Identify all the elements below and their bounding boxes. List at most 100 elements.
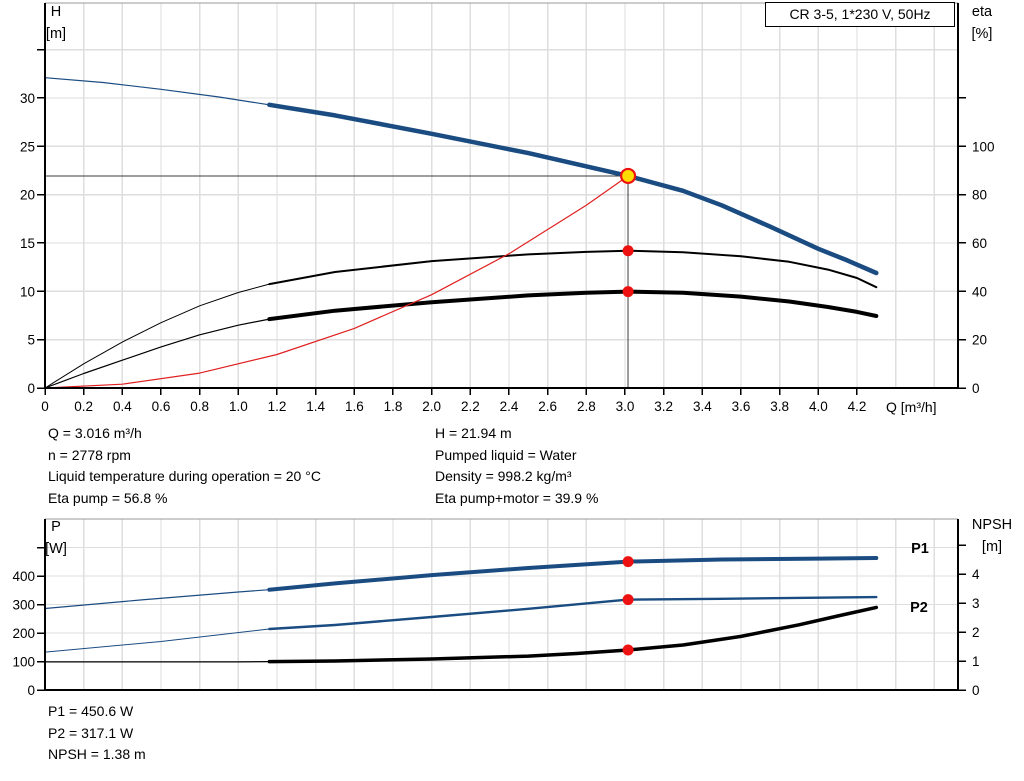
svg-text:3.6: 3.6 [732, 399, 751, 414]
svg-text:100: 100 [12, 655, 35, 670]
svg-text:1.4: 1.4 [306, 399, 325, 414]
info-line-npsh: NPSH = 1.38 m [48, 746, 146, 763]
bottom-chart-tick-labels: 0 100 200 300 400 0 1 2 3 4 [12, 567, 980, 698]
bottom-chart-curve-labels: P1 P2 [910, 541, 929, 616]
info-line-speed: n = 2778 rpm [48, 446, 131, 463]
svg-text:5: 5 [27, 333, 35, 348]
svg-text:0: 0 [41, 399, 49, 414]
npsh-axis-label-symbol: NPSH [971, 517, 1013, 533]
top-chart-markers [619, 167, 637, 298]
svg-text:80: 80 [972, 188, 987, 203]
svg-text:0: 0 [972, 683, 980, 698]
qh-curve [44, 77, 270, 106]
svg-text:15: 15 [20, 236, 35, 251]
p2-curve [44, 628, 270, 653]
svg-text:3.0: 3.0 [616, 399, 635, 414]
svg-text:4: 4 [972, 567, 980, 582]
svg-text:400: 400 [12, 569, 35, 584]
operating-info-top-right: H = 21.94 m Pumped liquid = Water Densit… [435, 423, 598, 510]
pump-model-label: CR 3-5, 1*230 V, 50Hz [765, 2, 955, 27]
svg-text:10: 10 [20, 284, 35, 299]
bottom-chart-axes [37, 518, 966, 691]
eta-pump-curve [44, 283, 270, 389]
svg-text:2.8: 2.8 [577, 399, 596, 414]
svg-text:60: 60 [972, 236, 987, 251]
p-axis-label: P [W] [34, 517, 78, 560]
svg-text:0: 0 [972, 381, 980, 396]
info-line-p1: P1 = 450.6 W [48, 703, 134, 719]
marker-dot [622, 644, 634, 656]
svg-text:40: 40 [972, 284, 987, 299]
svg-text:4.2: 4.2 [848, 399, 867, 414]
svg-text:3: 3 [972, 596, 980, 611]
top-chart: 0 5 10 15 20 25 30 0 20 40 60 80 100 0 0.2 0.4 0.6 0.8 1.0… [20, 2, 995, 414]
p1-curve [44, 589, 270, 610]
svg-text:30: 30 [20, 91, 35, 106]
info-line-head: H = 21.94 m [435, 425, 512, 441]
info-line-p2: P2 = 317.1 W [48, 724, 134, 741]
svg-text:3.8: 3.8 [770, 399, 789, 414]
top-chart-axes [37, 2, 966, 395]
info-line-eta-pump: Eta pump = 56.8 % [48, 490, 168, 507]
p-axis-label-symbol: P [51, 519, 61, 535]
svg-text:2: 2 [972, 625, 980, 640]
bottom-chart: P1 P2 0 100 200 300 400 0 1 2 3 4 [12, 518, 980, 698]
qh-curve [267, 102, 879, 276]
bottom-chart-curves [44, 556, 879, 664]
svg-text:200: 200 [12, 626, 35, 641]
h-axis-label: H [m] [34, 2, 78, 45]
svg-text:20: 20 [20, 188, 35, 203]
system-curve [44, 175, 629, 389]
npsh-axis-label: NPSH [m] [960, 515, 1024, 558]
npsh-curve [267, 605, 879, 664]
svg-text:4.0: 4.0 [809, 399, 828, 414]
top-chart-grid [45, 3, 958, 388]
svg-text:1.8: 1.8 [384, 399, 403, 414]
top-chart-curves [44, 77, 879, 389]
info-line-density: Density = 998.2 kg/m³ [435, 468, 572, 485]
eta-axis-label-symbol: eta [971, 4, 993, 20]
eta-axis-label-unit: [%] [971, 25, 993, 42]
svg-text:20: 20 [972, 333, 987, 348]
p2-curve [268, 595, 878, 631]
p1-curve [267, 556, 879, 592]
info-line-eta-pump-motor: Eta pump+motor = 39.9 % [435, 490, 599, 507]
eta-pump-motor-curve [267, 289, 879, 322]
h-axis-label-symbol: H [50, 4, 62, 20]
bottom-chart-grid [45, 519, 958, 690]
svg-text:2.4: 2.4 [500, 399, 519, 414]
eta-pump-motor-curve [44, 318, 270, 389]
svg-text:2.2: 2.2 [461, 399, 480, 414]
npsh-axis-label-unit: [m] [981, 538, 1003, 555]
marker-dot [622, 594, 634, 606]
svg-text:2.6: 2.6 [538, 399, 557, 414]
operating-info-top-left: Q = 3.016 m³/h n = 2778 rpm Liquid tempe… [48, 423, 321, 510]
svg-text:0: 0 [27, 683, 35, 698]
svg-text:2.0: 2.0 [422, 399, 441, 414]
svg-text:300: 300 [12, 598, 35, 613]
h-axis-label-unit: [m] [45, 25, 67, 42]
top-chart-duty-lines [45, 175, 629, 388]
info-line-q: Q = 3.016 m³/h [48, 425, 142, 441]
eta-pump-curve [268, 249, 878, 289]
marker-dot [622, 286, 634, 298]
svg-text:100: 100 [972, 139, 995, 154]
svg-text:3.2: 3.2 [654, 399, 673, 414]
svg-text:1: 1 [972, 654, 980, 669]
bottom-chart-markers [622, 556, 634, 656]
top-chart-tick-labels: 0 5 10 15 20 25 30 0 20 40 60 80 100 0 0.2 0.4 0.6 0.8 1.0… [20, 91, 995, 414]
svg-text:3.4: 3.4 [693, 399, 712, 414]
svg-text:1.2: 1.2 [268, 399, 287, 414]
p-axis-label-unit: [W] [45, 540, 67, 557]
eta-axis-label: eta [%] [962, 2, 1002, 45]
duty-point-marker[interactable] [619, 167, 637, 185]
q-axis-label: Q [m³/h] [886, 399, 937, 415]
svg-text:1.6: 1.6 [345, 399, 364, 414]
svg-text:25: 25 [20, 139, 35, 154]
p2-label: P2 [910, 600, 928, 616]
svg-text:0: 0 [27, 381, 35, 396]
p1-label: P1 [911, 541, 929, 557]
info-line-pumped-liquid: Pumped liquid = Water [435, 446, 577, 463]
